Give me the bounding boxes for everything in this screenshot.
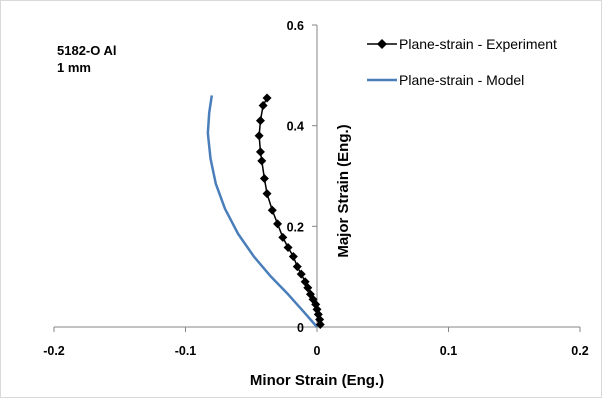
experiment-data-point: [305, 289, 315, 299]
experiment-data-point: [296, 269, 306, 279]
legend: Plane-strain - Experiment Plane-strain -…: [367, 36, 557, 88]
experiment-data-point: [257, 156, 267, 166]
legend-experiment-label: Plane-strain - Experiment: [399, 36, 557, 52]
legend-entry-model: Plane-strain - Model: [367, 72, 524, 88]
axis-tick-labels: -0.2 -0.1 0 0.1 0.2 0 0.2 0.4 0.6: [43, 19, 589, 358]
y-tick-label: 0.2: [287, 220, 304, 234]
experiment-data-point: [288, 252, 298, 262]
x-tick-label: 0: [314, 344, 321, 358]
axis-ticks: [53, 24, 581, 332]
experiment-data-point: [262, 189, 272, 199]
x-tick-label: -0.2: [43, 344, 65, 358]
experiment-data-point: [255, 147, 265, 157]
experiment-data-point: [273, 219, 283, 229]
experiment-data-point: [278, 232, 288, 242]
legend-entry-experiment: Plane-strain - Experiment: [367, 36, 557, 52]
experiment-data-point: [254, 131, 264, 141]
experiment-data-point: [283, 242, 293, 252]
experiment-data-point: [259, 174, 269, 184]
series-layer: [206, 93, 325, 329]
experiment-data-point: [258, 101, 268, 111]
x-tick-label: -0.1: [175, 344, 197, 358]
legend-experiment-marker-swatch: [377, 39, 387, 49]
experiment-data-point: [255, 116, 265, 126]
annotation-thickness: 1 mm: [57, 60, 91, 75]
experiment-data-point: [267, 205, 277, 215]
y-axis-title: Major Strain (Eng.): [335, 124, 352, 257]
y-tick-label: 0: [297, 321, 304, 335]
y-tick-label: 0.4: [287, 120, 304, 134]
experiment-data-point: [262, 93, 272, 103]
x-tick-label: 0.2: [571, 344, 588, 358]
experiment-data-point: [300, 277, 310, 287]
y-tick-label: 0.6: [287, 19, 304, 33]
annotation-material: 5182-O Al: [57, 43, 117, 58]
series-model-line: [206, 95, 318, 328]
x-tick-label: 0.1: [440, 344, 457, 358]
experiment-data-point: [292, 262, 302, 272]
x-axis-title: Minor Strain (Eng.): [250, 372, 384, 389]
legend-model-label: Plane-strain - Model: [399, 72, 524, 88]
